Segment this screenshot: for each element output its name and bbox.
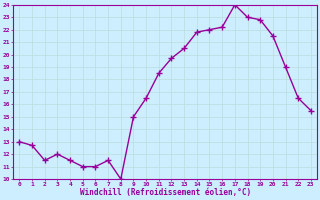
X-axis label: Windchill (Refroidissement éolien,°C): Windchill (Refroidissement éolien,°C)	[80, 188, 251, 197]
